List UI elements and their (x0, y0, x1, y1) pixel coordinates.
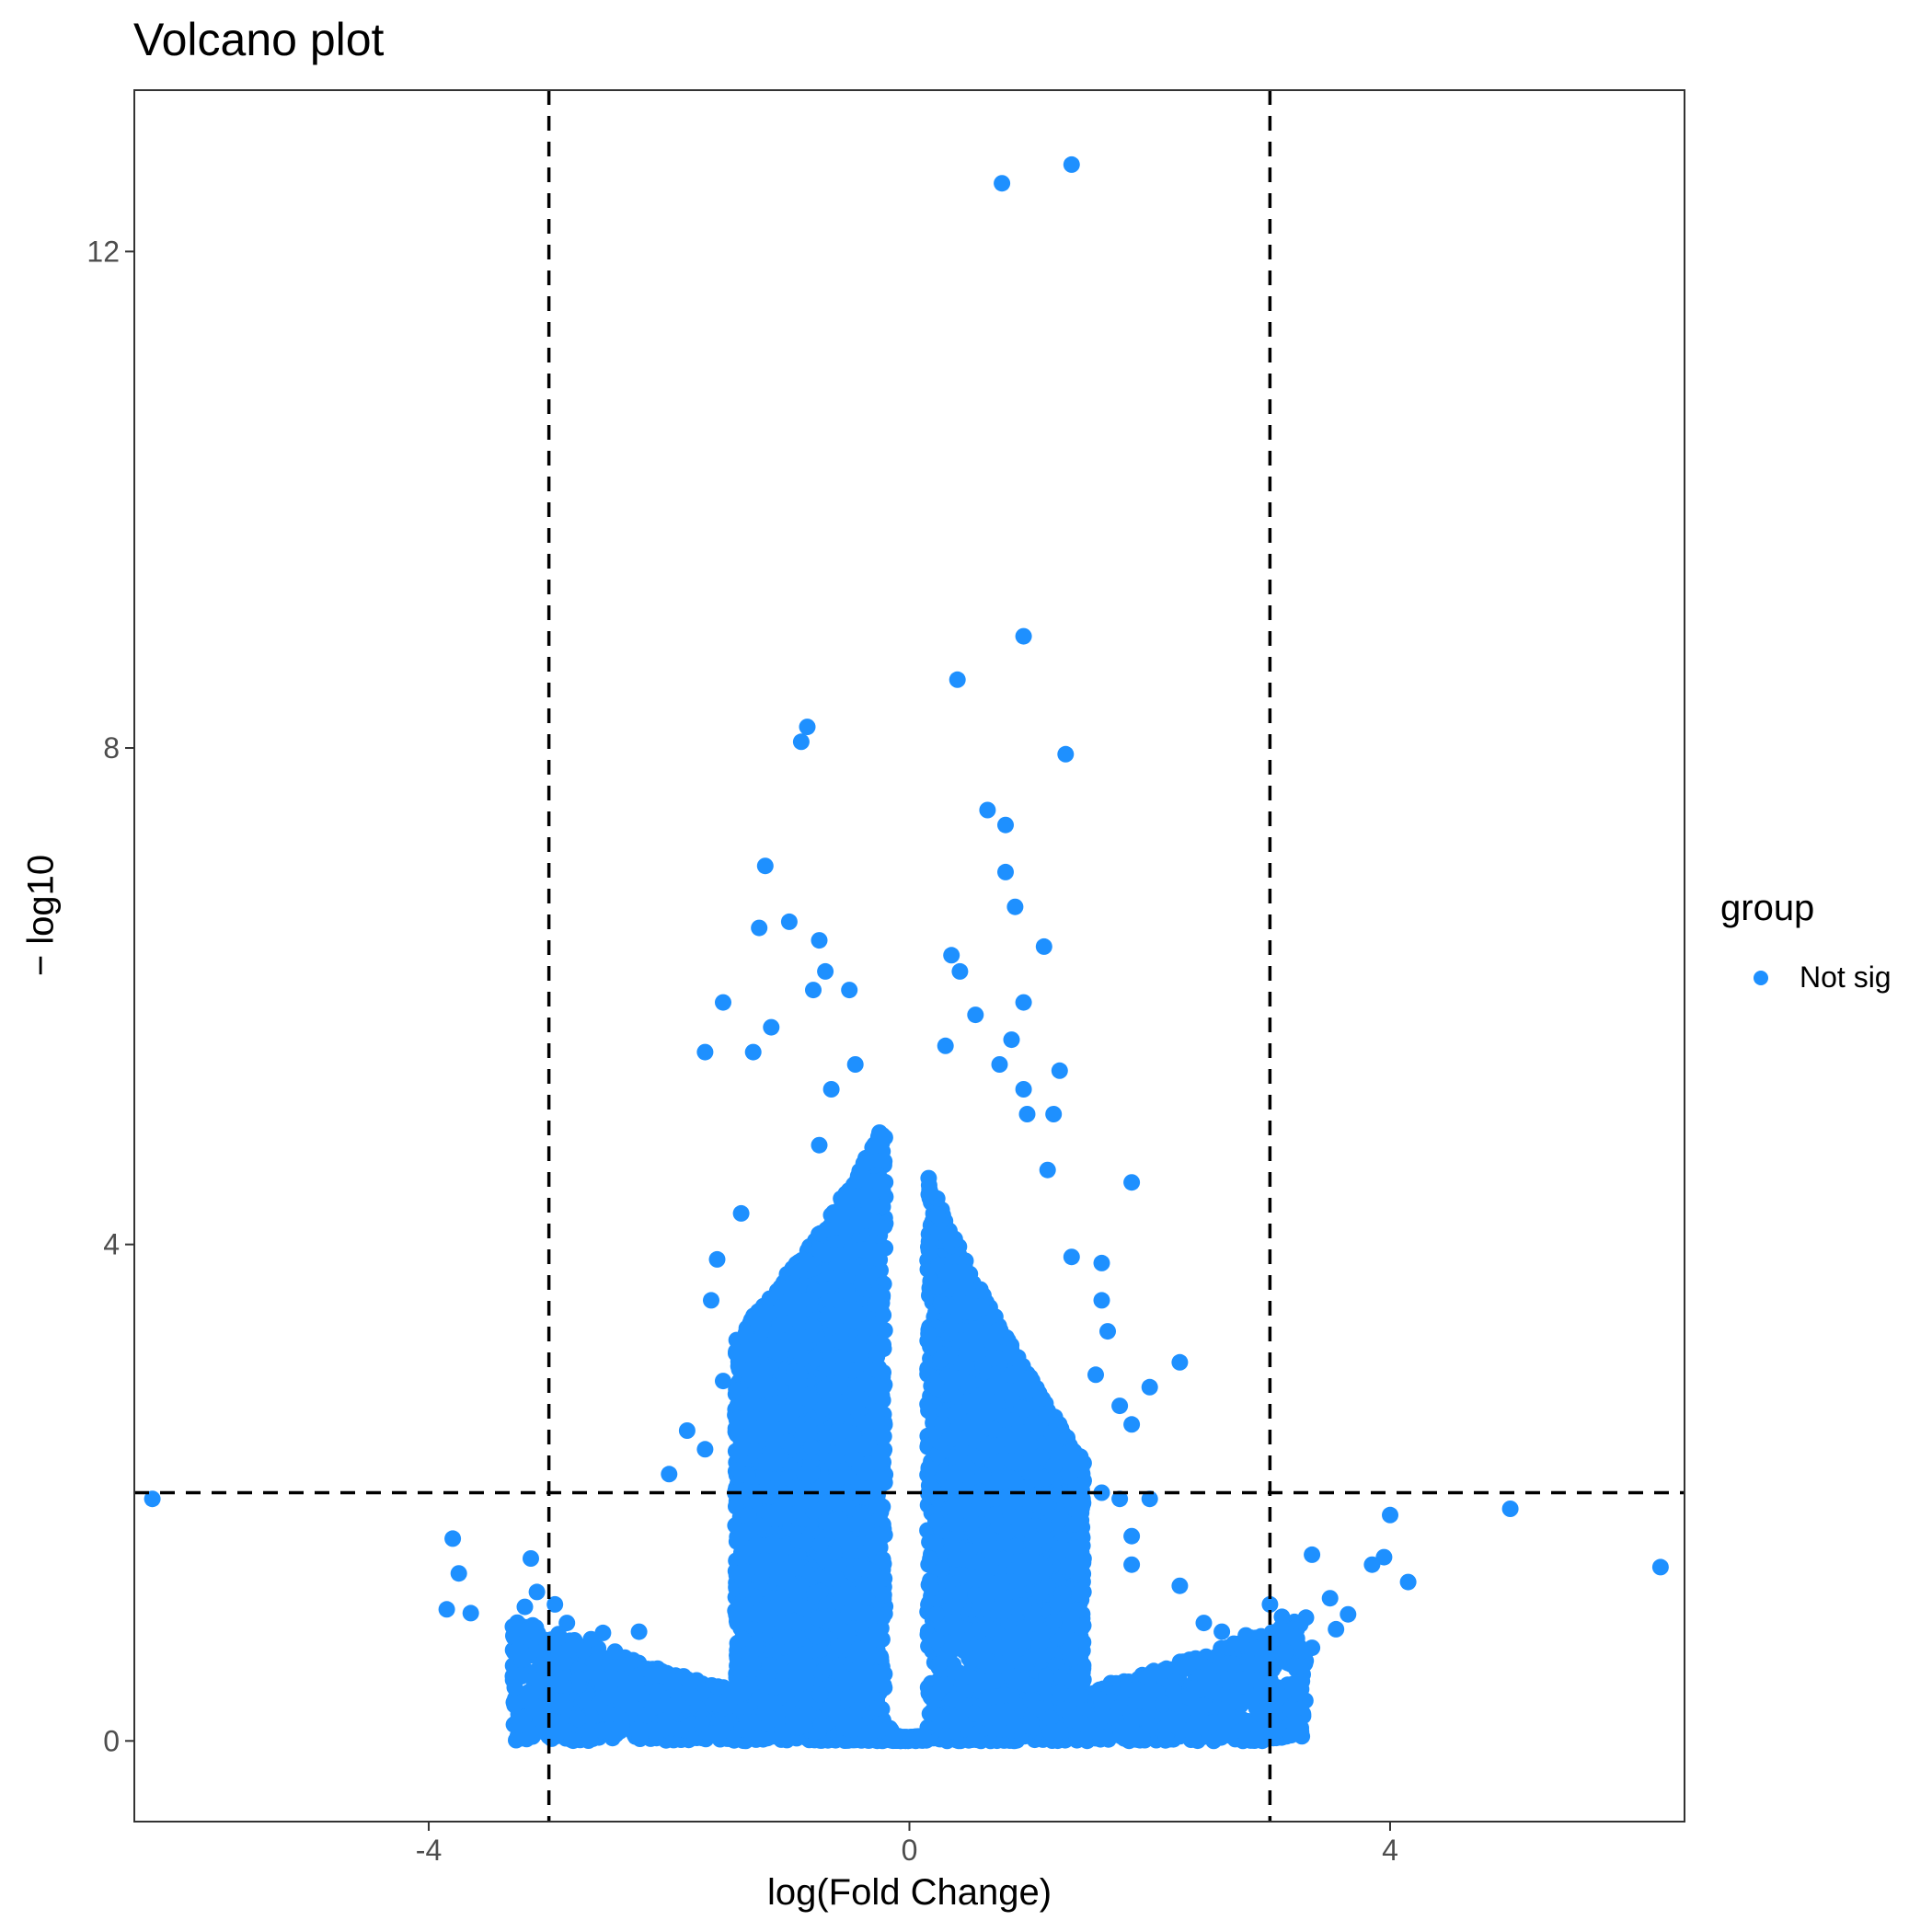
data-point (1203, 1683, 1221, 1700)
data-point (1157, 1730, 1175, 1747)
data-point (704, 1725, 720, 1742)
data-point (609, 1706, 626, 1723)
data-point (629, 1720, 647, 1738)
data-point (638, 1707, 656, 1724)
data-point (610, 1719, 627, 1737)
data-point (1174, 1704, 1191, 1721)
data-point (1234, 1722, 1251, 1740)
data-point (693, 1715, 710, 1732)
data-point (1204, 1714, 1221, 1731)
data-point (569, 1710, 587, 1728)
data-point (1141, 1717, 1158, 1734)
data-points (144, 155, 1669, 1750)
data-point (1115, 1719, 1133, 1737)
data-point (594, 1689, 612, 1707)
data-point (1157, 1719, 1175, 1736)
data-point (581, 1726, 598, 1743)
data-point (1262, 1729, 1280, 1746)
data-point (532, 1656, 549, 1673)
data-point (1282, 1727, 1300, 1744)
data-point (1282, 1700, 1299, 1718)
data-point (506, 1679, 523, 1696)
data-point (514, 1729, 532, 1746)
data-point (1179, 1659, 1196, 1676)
data-point (558, 1653, 575, 1671)
data-point (1277, 1643, 1294, 1661)
data-point (645, 1721, 661, 1739)
data-point (632, 1685, 650, 1702)
data-point (505, 1694, 523, 1711)
data-point (505, 1627, 522, 1644)
data-point (1110, 1699, 1128, 1717)
data-point (660, 1669, 677, 1686)
data-point (1297, 1609, 1315, 1627)
data-point (1288, 1677, 1305, 1694)
data-point (1251, 1705, 1269, 1722)
data-point (510, 1717, 527, 1734)
data-point (709, 1678, 727, 1696)
data-point (1154, 1696, 1171, 1713)
data-point (552, 1676, 569, 1694)
data-point (553, 1693, 570, 1710)
data-point (1169, 1719, 1187, 1736)
data-point (582, 1708, 599, 1725)
data-point (1179, 1687, 1195, 1705)
data-point (594, 1722, 612, 1740)
data-point (884, 1730, 902, 1747)
data-point (1223, 1655, 1240, 1673)
data-point (1252, 1674, 1270, 1692)
data-point (1225, 1688, 1242, 1706)
data-point (1244, 1639, 1261, 1656)
data-point (707, 1696, 724, 1713)
data-point (607, 1687, 625, 1705)
data-point (660, 1718, 677, 1735)
data-point (1288, 1714, 1305, 1731)
data-point (1218, 1703, 1236, 1719)
data-point (550, 1629, 568, 1646)
data-point (512, 1666, 529, 1684)
data-point (527, 1619, 545, 1637)
data-point (1151, 1665, 1168, 1683)
